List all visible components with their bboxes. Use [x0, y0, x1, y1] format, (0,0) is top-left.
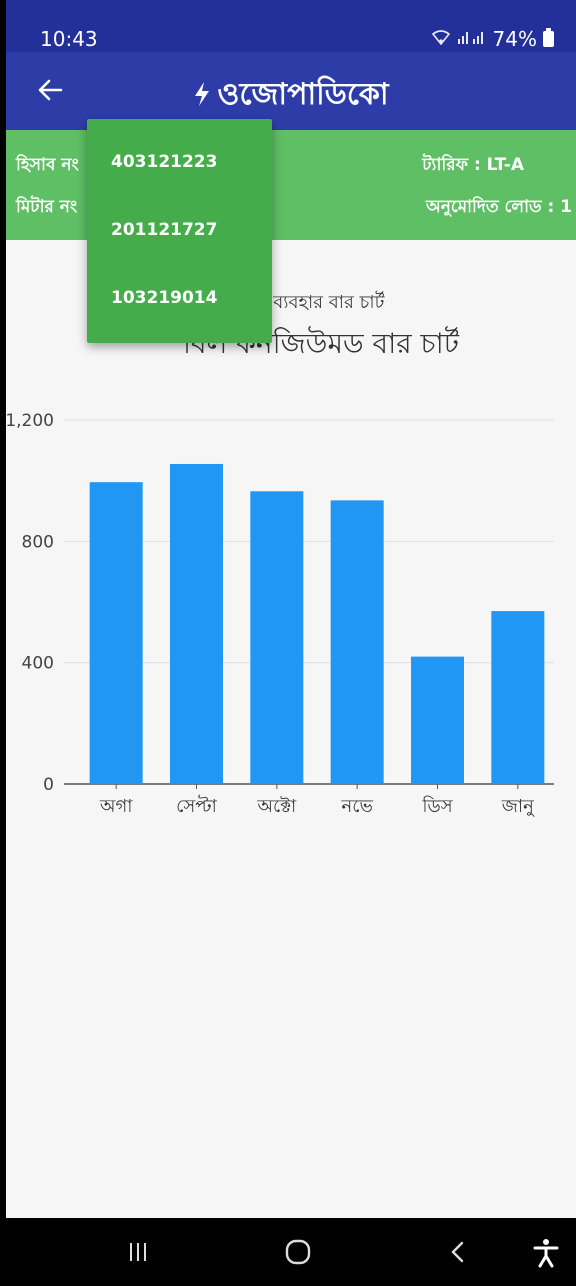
bar[interactable] — [250, 491, 303, 784]
approved-load-text: অনুমোদিত লোড : 1 — [426, 194, 572, 222]
account-dropdown-menu: 403121223 201121727 103219014 — [87, 119, 272, 343]
battery-icon — [543, 31, 554, 47]
y-tick-label: 0 — [43, 775, 54, 795]
home-icon[interactable] — [268, 1230, 328, 1274]
dropdown-item[interactable]: 201121727 — [111, 220, 217, 240]
x-tick-label: সেপ্টা — [176, 795, 218, 817]
bar[interactable] — [170, 464, 223, 784]
bar-chart: 0 400 800 1,200 অগা সেপ্টা অক্টো নভে ডিস জানু — [6, 380, 576, 840]
bar[interactable] — [331, 500, 384, 784]
x-tick-label: নভে — [340, 796, 373, 817]
account-number-label: হিসাব নং — [16, 152, 79, 180]
accessibility-icon[interactable] — [516, 1230, 576, 1274]
dropdown-item[interactable]: 403121223 — [111, 152, 217, 172]
battery-percent: 74% — [493, 27, 537, 51]
y-tick-label: 800 — [22, 532, 54, 552]
wifi-icon — [431, 29, 451, 49]
screen: 10:43 74% ওজোপাডিকো হিসাব নং মিটার নং ট্… — [6, 0, 576, 1286]
y-tick-label: 400 — [22, 654, 54, 674]
system-nav-bar — [6, 1218, 576, 1286]
y-tick-label: 1,200 — [6, 411, 54, 431]
bolt-icon — [193, 77, 211, 112]
bar[interactable] — [491, 611, 544, 784]
tariff-text: ট্যারিফ : LT-A — [422, 152, 524, 180]
bar[interactable] — [90, 482, 143, 784]
x-tick-label: অক্টো — [256, 796, 297, 817]
status-bar: 10:43 74% — [6, 0, 576, 52]
meter-number-label: মিটার নং — [16, 194, 77, 222]
x-tick-label: ডিস — [421, 796, 453, 817]
dropdown-item[interactable]: 103219014 — [111, 288, 217, 308]
app-title-text: ওজোপাডিকো — [217, 77, 388, 112]
status-indicators: 74% — [431, 27, 554, 51]
signal-icon — [457, 29, 487, 49]
back-icon[interactable] — [428, 1230, 488, 1274]
x-tick-label: অগা — [99, 796, 133, 817]
status-time: 10:43 — [40, 27, 98, 51]
app-title: ওজোপাডিকো — [6, 70, 576, 121]
recent-apps-icon[interactable] — [108, 1230, 168, 1274]
bar[interactable] — [411, 657, 464, 784]
x-tick-label: জানু — [501, 796, 535, 817]
